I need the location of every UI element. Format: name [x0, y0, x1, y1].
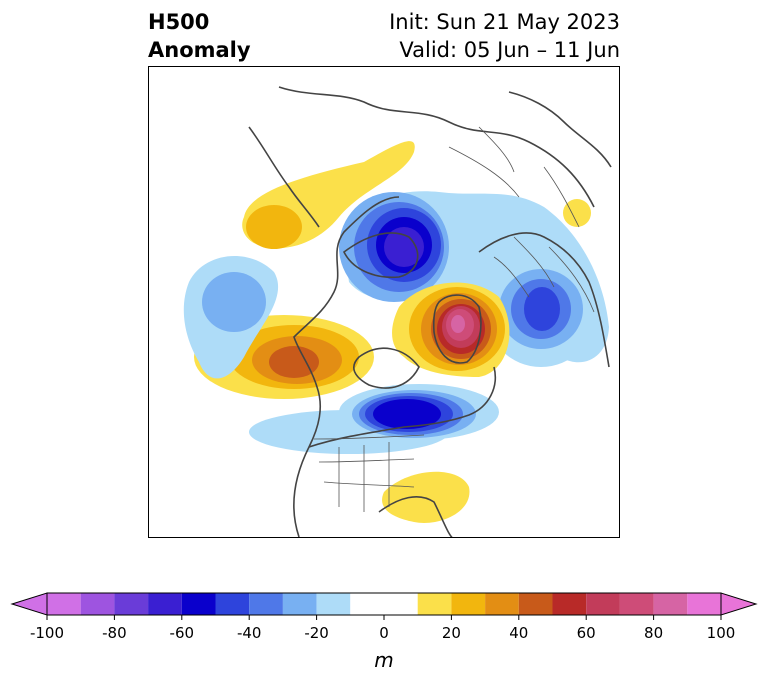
- title-field: Anomaly: [148, 38, 251, 62]
- colorbar-swatch: [215, 593, 250, 615]
- colorbar-swatch: [249, 593, 283, 615]
- colorbar-tick-label: 40: [509, 624, 529, 642]
- colorbar-swatch: [619, 593, 654, 615]
- trough-europe: [486, 257, 596, 367]
- colorbar-tick-label: -100: [29, 624, 65, 642]
- colorbar-tick-label: -20: [304, 624, 329, 642]
- trough-hudson-bay: [249, 384, 499, 454]
- colorbar-tick-label: 80: [644, 624, 664, 642]
- init-date: Init: Sun 21 May 2023: [389, 10, 620, 34]
- map-title: H500 Anomaly: [148, 8, 251, 64]
- colorbar-swatch: [316, 593, 351, 615]
- country-borders: [313, 126, 595, 512]
- colorbar-swatch: [181, 593, 216, 615]
- colorbar-swatch: [417, 593, 452, 615]
- map-canvas: [183, 86, 612, 537]
- colorbar-swatch: [518, 593, 553, 615]
- coastlines: [248, 86, 612, 537]
- colorbar-swatch: [451, 593, 486, 615]
- colorbar-swatch: [80, 593, 115, 615]
- colorbar-tick-label: -40: [236, 624, 262, 642]
- colorbar-extend-min: [10, 592, 48, 616]
- anomaly-map: [148, 66, 620, 538]
- colorbar-tick-label: 100: [706, 624, 736, 642]
- ridge-siberia: [563, 199, 591, 227]
- colorbar-swatch: [485, 593, 519, 615]
- ridge-northwest: [242, 141, 415, 249]
- colorbar-tick-label: 60: [576, 624, 596, 642]
- colorbar-swatch: [148, 593, 182, 615]
- colorbar-swatch: [114, 593, 149, 615]
- colorbar: [10, 592, 758, 620]
- colorbar-tick-label: -80: [102, 624, 127, 642]
- map-dates: Init: Sun 21 May 2023 Valid: 05 Jun – 11…: [389, 8, 620, 64]
- colorbar-swatch: [552, 593, 587, 615]
- colorbar-swatch: [47, 593, 81, 615]
- colorbar-swatch: [687, 593, 721, 615]
- ridge-greenland: [392, 282, 510, 377]
- colorbar-tick-label: 0: [379, 624, 389, 642]
- colorbar-tick-label: 20: [441, 624, 461, 642]
- colorbar-unit-label: m: [374, 648, 394, 672]
- valid-range: Valid: 05 Jun – 11 Jun: [399, 38, 620, 62]
- colorbar-swatch: [653, 593, 688, 615]
- colorbar-tick-label: -60: [169, 624, 195, 642]
- colorbar-swatch: [586, 593, 620, 615]
- colorbar-swatch: [350, 593, 418, 615]
- trough-central-pacific: [183, 255, 279, 379]
- colorbar-swatch: [282, 593, 317, 615]
- colorbar-extend-max: [720, 592, 758, 616]
- title-variable: H500: [148, 10, 210, 34]
